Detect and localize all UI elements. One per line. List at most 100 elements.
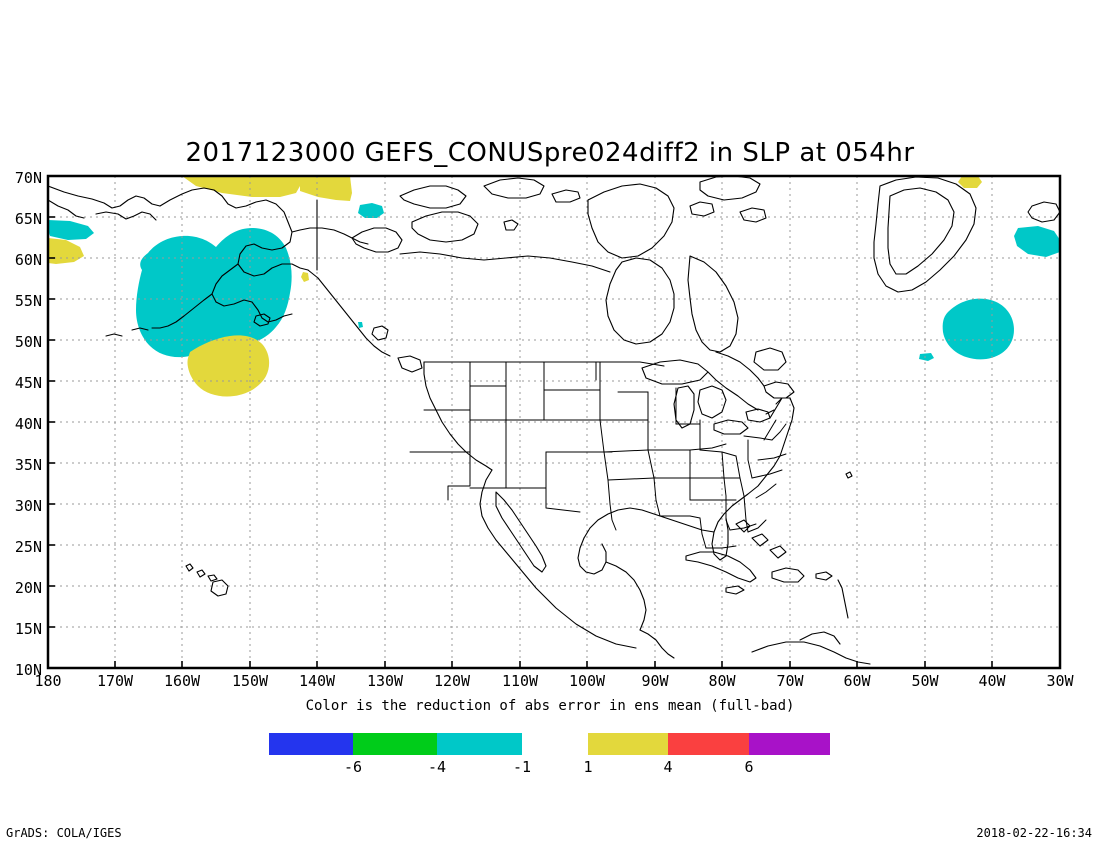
colorbar-swatch-purple[interactable] <box>749 733 830 755</box>
page-title: 2017123000 GEFS_CONUSpre024diff2 in SLP … <box>185 138 915 168</box>
shaded-region-west-bering-positive <box>48 238 84 264</box>
x-axis-label-130w: 130W <box>366 672 404 690</box>
coastline-hawaii-4 <box>210 579 229 597</box>
coastline-siberia <box>48 185 161 209</box>
coastline-alaska-peninsula <box>151 293 213 329</box>
colorbar-tick-pos1: 1 <box>583 758 593 776</box>
colorbar-swatch-blue[interactable] <box>269 733 353 755</box>
border-us-canada-maine <box>769 397 791 419</box>
y-axis-label-55n: 55N <box>14 292 42 310</box>
coastline-bc <box>307 269 391 357</box>
shaded-region-aleutian-north-negative <box>48 220 94 240</box>
coastline-arctic-small-1 <box>551 189 581 203</box>
shaded-region-north-pacific-positive <box>187 335 270 397</box>
coastline-south-america <box>751 641 871 665</box>
x-axis-label-60w: 60W <box>843 672 871 690</box>
y-axis-label-35n: 35N <box>14 456 42 474</box>
x-axis-label-170w: 170W <box>96 672 134 690</box>
y-axis-label-20n: 20N <box>14 579 42 597</box>
colorbar-tick-pos4: 4 <box>663 758 673 776</box>
x-axis-label-80w: 80W <box>708 672 736 690</box>
footer-attribution: GrADS: COLA/IGES <box>6 826 122 840</box>
colorbar-tick-neg4: -4 <box>427 758 447 776</box>
shaded-region-greenland-north-positive <box>958 176 982 188</box>
colorbar-swatch-yellow[interactable] <box>588 733 668 755</box>
coastline-arctic-small-3 <box>739 207 767 223</box>
coastline-vancouver-island <box>397 355 423 373</box>
coastline-alaska-north <box>291 227 369 245</box>
coastline-kodiak <box>253 313 271 327</box>
coastline-jamaica <box>725 585 745 595</box>
coastline-venezuela <box>799 631 841 645</box>
coastline-alaska-south <box>211 263 293 323</box>
coastline-baja <box>495 491 547 573</box>
coastline-nova-scotia <box>763 381 795 399</box>
shaded-region-labrador-negative <box>919 353 934 361</box>
coastline-lake-huron <box>697 385 727 419</box>
y-axis-label-65n: 65N <box>14 210 42 228</box>
x-axis-label-180: 180 <box>34 672 62 690</box>
coastline-aleutians-1 <box>131 327 149 331</box>
colorbar-negative[interactable] <box>269 733 522 755</box>
coastline-us-east <box>723 397 795 515</box>
shaded-region-arctic-positive <box>182 176 300 197</box>
y-axis-label-45n: 45N <box>14 374 42 392</box>
y-axis-label-25n: 25N <box>14 538 42 556</box>
coastline-aleutians-2 <box>105 333 123 337</box>
shaded-region-ne-atlantic-negative <box>1014 226 1060 257</box>
coastline-hawaii-2 <box>196 569 206 578</box>
coastline-greenland-inner <box>887 187 955 275</box>
coastline-gulf-st-lawrence <box>715 351 765 387</box>
colorbar-tick-neg1: -1 <box>512 758 532 776</box>
coastline-mexico-west <box>479 469 637 649</box>
colorbar-swatch-red[interactable] <box>668 733 749 755</box>
coastline-bermuda <box>845 471 853 479</box>
coastline-chukotka <box>95 211 157 221</box>
coastline-arctic-small-2 <box>689 201 715 217</box>
colorbar-swatch-green[interactable] <box>353 733 437 755</box>
x-axis-label-70w: 70W <box>776 672 804 690</box>
coastline-lesser-antilles <box>837 579 849 619</box>
shaded-anomaly-layer <box>48 176 1060 397</box>
axis-ticks <box>48 216 993 668</box>
colorbar-tick-neg6: -6 <box>343 758 363 776</box>
colorbar-swatch-cyan[interactable] <box>437 733 522 755</box>
x-axis-label-120w: 120W <box>433 672 471 690</box>
coastline-hispaniola <box>771 567 805 583</box>
y-axis-label-30n: 30N <box>14 497 42 515</box>
x-axis-label-100w: 100W <box>568 672 606 690</box>
coastline-florida <box>711 513 729 561</box>
footer-timestamp: 2018-02-22-16:34 <box>976 826 1092 840</box>
shaded-region-panhandle-negative <box>358 322 363 328</box>
coastline-puerto-rico <box>815 571 833 581</box>
y-axis-label-15n: 15N <box>14 620 42 638</box>
border-us-canada-ne <box>707 371 759 411</box>
colorbar-tick-pos6: 6 <box>744 758 754 776</box>
coastline-hudson-bay <box>605 257 675 345</box>
shaded-region-bering-gulf-negative <box>136 228 292 358</box>
shaded-region-yukon-positive <box>301 272 309 282</box>
y-axis-label-50n: 50N <box>14 333 42 351</box>
coastline-arctic-small-4 <box>503 219 519 231</box>
coastline-bahamas-1 <box>735 519 751 533</box>
coastline-canada-labrador <box>687 255 739 353</box>
coastline-gulf-coast <box>583 507 715 539</box>
coastline-canada-north <box>399 251 611 273</box>
y-axis-label-60n: 60N <box>14 251 42 269</box>
x-axis-label-50w: 50W <box>911 672 939 690</box>
coastline-baffin-island <box>587 183 675 259</box>
shaded-region-mid-atlantic-negative <box>942 298 1014 360</box>
coastline-bahamas-2 <box>751 533 769 547</box>
coastline-newfoundland <box>753 347 787 371</box>
shaded-region-hudson-negative <box>358 203 384 218</box>
coastline-greenland <box>873 176 977 293</box>
colorbar-positive[interactable] <box>588 733 830 755</box>
coastline-victoria-island <box>411 211 479 243</box>
coastline-kamchatka-n <box>48 199 85 219</box>
coastline-arctic-islands-1 <box>399 185 467 209</box>
coastline-hawaii-3 <box>207 574 218 582</box>
y-axis-label-40n: 40N <box>14 415 42 433</box>
coastline-lake-superior <box>641 359 709 385</box>
coastline-us-west <box>423 361 493 471</box>
